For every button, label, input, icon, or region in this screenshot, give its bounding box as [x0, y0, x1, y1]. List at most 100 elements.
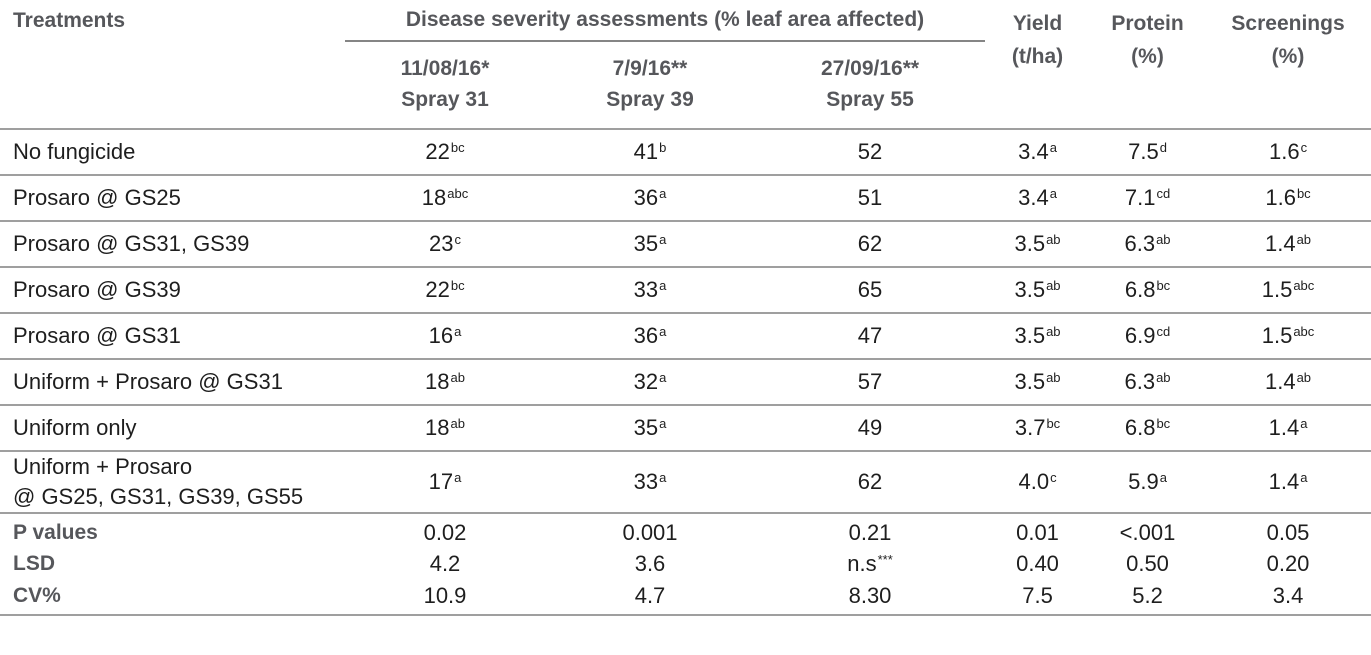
value-cell: 32a: [545, 358, 755, 405]
col-header-screenings: Screenings (%): [1205, 0, 1371, 129]
significance-letter: bc: [1156, 416, 1171, 431]
col-header-spray55-date: 27/09/16**: [820, 57, 920, 80]
significance-letter: ab: [450, 416, 465, 431]
treatment-row: Prosaro @ GS39 22bc 33a 65 3.5ab 6.8bc 1.5abc: [0, 266, 1371, 313]
stat-value-cell: 3.4: [1272, 582, 1304, 608]
col-header-screenings-line2: (%): [1271, 45, 1305, 68]
significance-letter: ab: [1156, 232, 1171, 247]
value-cell: 57: [755, 358, 986, 405]
treatment-name-cell: Prosaro @ GS31, GS39: [0, 220, 345, 267]
stat-label-cell: LSD: [13, 552, 55, 575]
col-group-header-disease-severity: Disease severity assessments (% leaf are…: [345, 0, 986, 42]
stat-value-cell: 7.5: [1022, 582, 1053, 608]
treatment-row: Prosaro @ GS31, GS39 23c 35a 62 3.5ab 6.3ab 1.…: [0, 220, 1371, 267]
stat-value-cell: n.s***: [847, 551, 893, 576]
significance-letter: a: [454, 470, 462, 485]
col-header-spray31: 11/08/16* Spray 31: [345, 41, 545, 129]
value-cell: 33a: [545, 266, 755, 313]
col-header-protein-line1: Protein: [1111, 12, 1184, 35]
value-cell: 41b: [545, 128, 755, 175]
value-cell: 33a: [545, 450, 755, 513]
value-cell: 3.4a: [985, 174, 1091, 221]
treatment-name-cell: Prosaro @ GS39: [0, 266, 345, 313]
stat-value-cell: 3.6: [634, 551, 666, 576]
value-cell: 1.5abc: [1205, 266, 1371, 313]
value-cell: 7.1cd: [1090, 174, 1206, 221]
table-stats: P values 0.02 0.001 0.21 0.01 <.001 0.05 LSD 4.2…: [0, 513, 1371, 615]
col-header-spray55: 27/09/16** Spray 55: [755, 41, 985, 129]
value-cell: 1.4ab: [1205, 358, 1371, 405]
value-cell: 1.4a: [1205, 404, 1371, 451]
treatment-row: No fungicide 22bc 41b 52 3.4a 7.5d 1.6c: [0, 128, 1371, 175]
value-cell: 49: [755, 404, 986, 451]
stat-value-cell: 0.01: [1016, 519, 1059, 545]
significance-letter: a: [1159, 470, 1167, 485]
stat-label-cell: CV%: [13, 583, 61, 607]
value-cell: 6.9cd: [1090, 312, 1206, 359]
stat-row: CV% 10.9 4.7 8.30 7.5 5.2 3.4: [0, 581, 1371, 615]
significance-letter: ab: [1046, 232, 1061, 247]
significance-letter: ab: [1296, 370, 1312, 385]
value-cell: 3.7bc: [985, 404, 1091, 451]
treatment-name-line2: @ GS25, GS31, GS39, GS55: [13, 484, 304, 509]
stat-value-cell: 0.40: [1016, 551, 1059, 576]
treatment-name-cell: Prosaro @ GS25: [0, 174, 345, 221]
significance-letter: a: [659, 324, 667, 339]
col-header-protein-line2: (%): [1131, 45, 1164, 68]
significance-letter: ab: [1046, 278, 1061, 293]
treatment-name-cell: Uniform + Prosaro @ GS31: [0, 358, 345, 405]
value-cell: 51: [755, 174, 986, 221]
value-cell: 18ab: [345, 404, 545, 451]
significance-letter: a: [454, 324, 462, 339]
treatment-row: Uniform only 18ab 35a 49 3.7bc 6.8bc 1.4a: [0, 404, 1371, 451]
significance-letter: bc: [1296, 186, 1311, 201]
significance-letter: a: [1300, 416, 1308, 431]
col-header-spray39: 7/9/16** Spray 39: [545, 41, 755, 129]
significance-letter: a: [659, 370, 667, 385]
stat-value-cell: 5.2: [1132, 582, 1163, 608]
significance-letter: bc: [450, 278, 465, 293]
value-cell: 62: [755, 220, 986, 267]
stat-value-cell: 0.20: [1266, 551, 1310, 576]
treatment-name-cell: Prosaro @ GS31: [0, 312, 345, 359]
value-cell: 1.4ab: [1205, 220, 1371, 267]
value-cell: 22bc: [345, 128, 545, 175]
significance-letter: a: [659, 232, 667, 247]
col-header-treatments: Treatments: [13, 9, 126, 32]
significance-letter: a: [659, 186, 667, 201]
stat-value-cell: 0.05: [1266, 519, 1310, 545]
value-cell: 3.5ab: [985, 266, 1091, 313]
significance-letter: a: [659, 416, 667, 431]
treatment-row: Prosaro @ GS31 16a 36a 47 3.5ab 6.9cd 1.5abc: [0, 312, 1371, 359]
col-header-spray39-date: 7/9/16**: [612, 57, 688, 80]
stat-value-cell: 0.001: [622, 519, 678, 545]
header-row-assessment-dates: 11/08/16* Spray 31 7/9/16** Spray 39 27/…: [0, 41, 1371, 129]
value-cell: 62: [755, 450, 986, 513]
significance-letter: c: [1300, 140, 1308, 155]
significance-letter: ab: [1046, 370, 1061, 385]
value-cell: 3.5ab: [985, 220, 1091, 267]
treatment-name-cell: Uniform only: [0, 404, 345, 451]
value-cell: 23c: [345, 220, 545, 267]
value-cell: 16a: [345, 312, 545, 359]
significance-letter: cd: [1156, 324, 1171, 339]
value-cell: 1.6bc: [1205, 174, 1371, 221]
significance-letter: abc: [1293, 278, 1315, 293]
significance-letter: ab: [1296, 232, 1312, 247]
treatment-name-cell: Uniform + Prosaro @ GS25, GS31, GS39, GS5…: [0, 450, 345, 513]
stat-value-cell: 4.2: [429, 551, 461, 576]
value-cell: 3.5ab: [985, 358, 1091, 405]
value-cell: 36a: [545, 312, 755, 359]
stat-value-cell: 0.21: [848, 519, 892, 545]
col-header-yield-line1: Yield: [1012, 12, 1063, 35]
table-body: No fungicide 22bc 41b 52 3.4a 7.5d 1.6c Prosaro…: [0, 128, 1371, 513]
value-cell: 6.3ab: [1090, 220, 1206, 267]
significance-letter: cd: [1156, 186, 1171, 201]
table-header: Treatments Disease severity assessments …: [0, 0, 1371, 129]
header-row-group: Treatments Disease severity assessments …: [0, 0, 1371, 68]
stat-value-cell: 10.9: [423, 582, 467, 608]
significance-letter: ***: [877, 552, 893, 567]
stat-value-cell: 0.50: [1126, 551, 1169, 576]
value-cell: 35a: [545, 404, 755, 451]
significance-letter: abc: [447, 186, 469, 201]
